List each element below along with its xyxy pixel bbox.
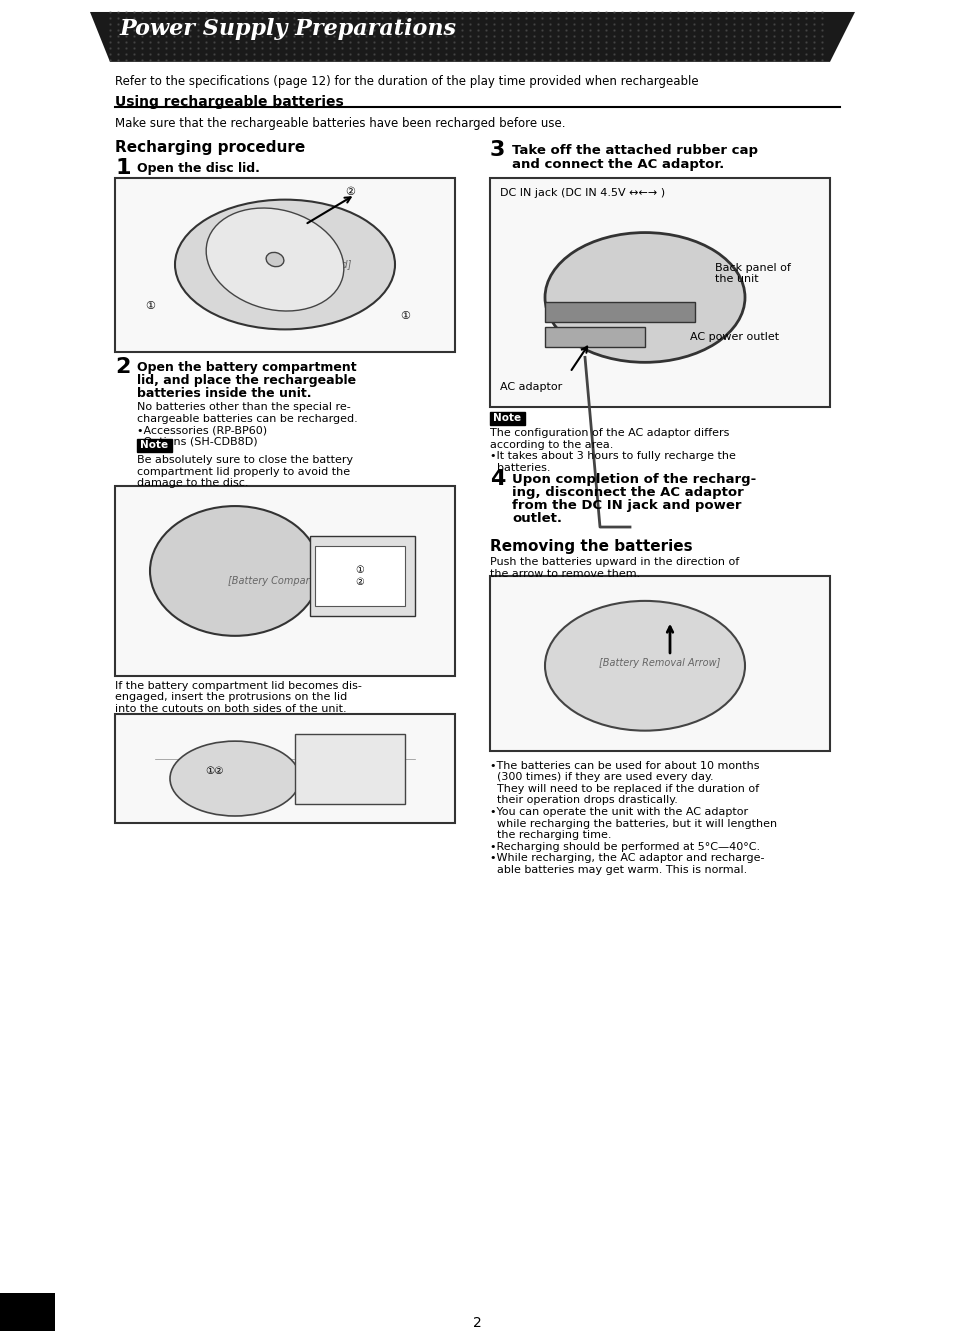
- Ellipse shape: [150, 507, 319, 636]
- Text: Note: Note: [140, 440, 168, 451]
- Ellipse shape: [544, 232, 744, 363]
- Text: Back panel of
the unit: Back panel of the unit: [714, 263, 790, 284]
- Text: ②: ②: [345, 187, 355, 197]
- Text: Upon completion of the recharg-: Upon completion of the recharg-: [512, 473, 756, 487]
- Bar: [115, 713, 455, 824]
- Text: [Battery Removal Arrow]: [Battery Removal Arrow]: [598, 657, 720, 668]
- Text: Refer to the specifications (page 12) for the duration of the play time provided: Refer to the specifications (page 12) fo…: [115, 75, 698, 88]
- Text: 4: 4: [490, 469, 505, 489]
- Text: AC adaptor: AC adaptor: [499, 383, 561, 392]
- Text: ①: ①: [145, 301, 154, 312]
- Bar: [490, 412, 524, 425]
- Text: 2: 2: [472, 1316, 481, 1329]
- Polygon shape: [90, 12, 854, 61]
- Text: [Battery Compartment]: [Battery Compartment]: [228, 576, 342, 587]
- Bar: [314, 547, 405, 607]
- Text: Using rechargeable batteries: Using rechargeable batteries: [115, 95, 343, 109]
- Bar: [310, 536, 415, 616]
- Bar: [0, 1293, 55, 1330]
- Text: [Insert Protrusions]: [Insert Protrusions]: [238, 764, 332, 773]
- Text: Make sure that the rechargeable batteries have been recharged before use.: Make sure that the rechargeable batterie…: [115, 117, 565, 129]
- Bar: [544, 303, 695, 323]
- Text: outlet.: outlet.: [512, 512, 561, 525]
- Text: Open the disc lid.: Open the disc lid.: [137, 161, 259, 175]
- Text: DC IN jack (DC IN 4.5V ↔←→ ): DC IN jack (DC IN 4.5V ↔←→ ): [499, 188, 664, 197]
- Text: The configuration of the AC adaptor differs
according to the area.
•It takes abo: The configuration of the AC adaptor diff…: [490, 428, 735, 473]
- Text: Be absolutely sure to close the battery
compartment lid properly to avoid the
da: Be absolutely sure to close the battery …: [137, 455, 353, 488]
- Bar: [115, 487, 455, 676]
- Text: 1: 1: [115, 157, 131, 177]
- Text: Removing the batteries: Removing the batteries: [490, 539, 692, 555]
- Bar: [115, 177, 455, 352]
- Text: batteries inside the unit.: batteries inside the unit.: [137, 388, 312, 400]
- Text: lid, and place the rechargeable: lid, and place the rechargeable: [137, 375, 355, 388]
- Text: Recharging procedure: Recharging procedure: [115, 140, 305, 155]
- Text: AC power outlet: AC power outlet: [689, 332, 779, 343]
- Text: ing, disconnect the AC adaptor: ing, disconnect the AC adaptor: [512, 487, 743, 499]
- Text: Note: Note: [493, 413, 520, 424]
- Text: •The batteries can be used for about 10 months
  (300 times) if they are used ev: •The batteries can be used for about 10 …: [490, 761, 777, 874]
- Ellipse shape: [544, 601, 744, 730]
- Text: from the DC IN jack and power: from the DC IN jack and power: [512, 499, 740, 512]
- Text: ①
②: ① ②: [355, 565, 364, 587]
- Text: [CD Player Open - Disc Lid]: [CD Player Open - Disc Lid]: [218, 260, 351, 269]
- Bar: [294, 733, 405, 804]
- Text: Take off the attached rubber cap: Take off the attached rubber cap: [512, 144, 758, 157]
- Ellipse shape: [174, 200, 395, 329]
- Bar: [490, 177, 829, 408]
- Ellipse shape: [170, 741, 299, 816]
- Text: ①: ①: [399, 312, 410, 321]
- Bar: [490, 576, 829, 750]
- Bar: [544, 328, 644, 348]
- Text: If the battery compartment lid becomes dis-
engaged, insert the protrusions on t: If the battery compartment lid becomes d…: [115, 681, 361, 714]
- Text: Power Supply Preparations: Power Supply Preparations: [120, 17, 456, 40]
- Text: and connect the AC adaptor.: and connect the AC adaptor.: [512, 157, 723, 171]
- Text: Push the batteries upward in the direction of
the arrow to remove them.: Push the batteries upward in the directi…: [490, 557, 739, 579]
- Text: 2: 2: [115, 357, 131, 377]
- Text: No batteries other than the special re-
chargeable batteries can be recharged.
•: No batteries other than the special re- …: [137, 403, 357, 447]
- Text: 3: 3: [490, 140, 505, 160]
- Text: ①②: ①②: [205, 765, 223, 776]
- Ellipse shape: [266, 252, 284, 267]
- Text: Open the battery compartment: Open the battery compartment: [137, 361, 356, 375]
- Bar: [137, 439, 172, 452]
- Ellipse shape: [206, 208, 343, 311]
